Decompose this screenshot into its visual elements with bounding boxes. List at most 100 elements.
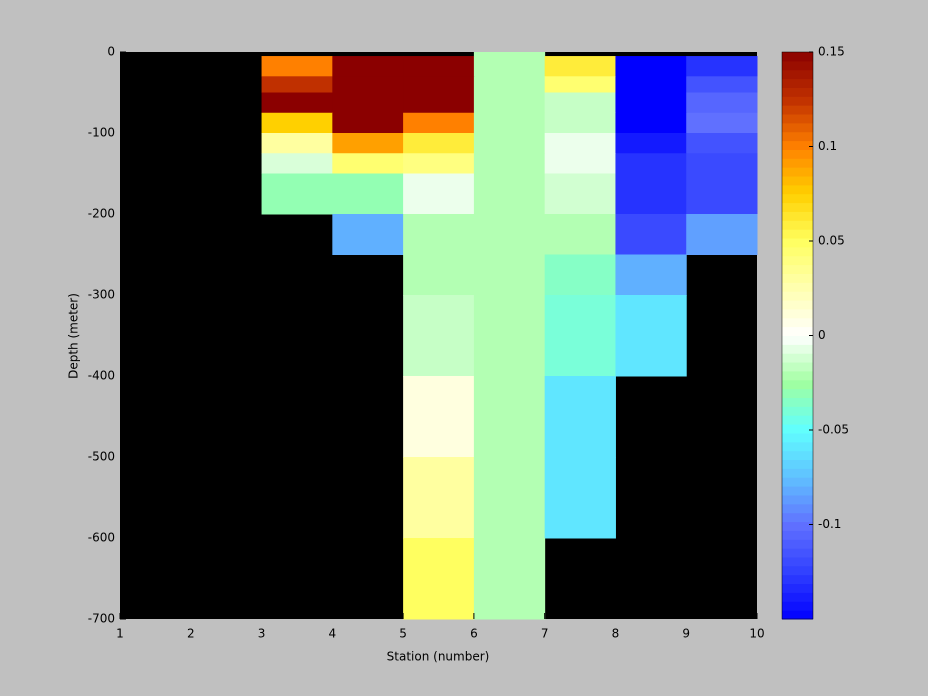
- colorbar-band: [782, 450, 813, 461]
- colorbar-tick-label: -0.05: [818, 423, 849, 437]
- heatmap-cell: [332, 112, 404, 134]
- colorbar-tick-label: 0: [818, 328, 826, 342]
- heatmap-cell: [686, 133, 758, 154]
- heatmap-cell: [544, 56, 616, 77]
- x-tick-label: 2: [187, 627, 195, 641]
- colorbar-band: [782, 326, 813, 336]
- x-tick-label: 3: [258, 627, 266, 641]
- heatmap-cell: [473, 295, 546, 377]
- heatmap-cell: [403, 538, 475, 620]
- colorbar-band: [782, 60, 813, 71]
- heatmap-cell: [686, 92, 758, 114]
- heatmap-cell: [403, 457, 475, 539]
- heatmap-cell: [403, 112, 475, 134]
- colorbar-band: [782, 184, 813, 195]
- colorbar-band: [782, 388, 813, 399]
- x-tick-label: 7: [541, 627, 549, 641]
- heatmap-cell: [686, 153, 758, 174]
- colorbar-band: [782, 415, 813, 425]
- heatmap-cell: [686, 214, 758, 255]
- colorbar-band: [782, 105, 813, 115]
- heatmap-cell: [403, 92, 475, 114]
- heatmap-cell: [544, 92, 616, 114]
- colorbar-band: [782, 122, 813, 133]
- heatmap-cell: [544, 153, 616, 174]
- colorbar-band: [782, 397, 813, 407]
- heatmap-cell: [686, 112, 758, 134]
- y-tick-label: -100: [88, 126, 115, 140]
- colorbar-band: [782, 486, 813, 496]
- x-tick-label: 9: [682, 627, 690, 641]
- colorbar-band: [782, 344, 813, 354]
- x-tick-label: 4: [329, 627, 337, 641]
- colorbar-band: [782, 353, 813, 363]
- heatmap-cell: [473, 112, 546, 134]
- y-tick-label: -400: [88, 369, 115, 383]
- colorbar-band: [782, 308, 813, 319]
- colorbar-band: [782, 238, 813, 248]
- colorbar-band: [782, 432, 813, 443]
- y-tick-label: -600: [88, 531, 115, 545]
- heatmap-cell: [403, 173, 475, 215]
- colorbar-band: [782, 167, 813, 177]
- heatmap-cell: [403, 254, 475, 296]
- colorbar-band: [782, 87, 813, 97]
- heatmap-cell: [473, 92, 546, 114]
- colorbar-band: [782, 255, 813, 266]
- heatmap-cell: [403, 153, 475, 174]
- heatmap-cell: [332, 76, 404, 93]
- colorbar-band: [782, 379, 813, 390]
- heatmap-cell: [403, 133, 475, 154]
- colorbar-band: [782, 406, 813, 416]
- colorbar-band: [782, 202, 813, 212]
- heatmap-cell: [473, 56, 546, 77]
- y-tick-label: -300: [88, 288, 115, 302]
- y-tick-label: -700: [88, 612, 115, 626]
- heatmap-cell: [403, 76, 475, 93]
- y-tick-label: 0: [107, 45, 115, 59]
- colorbar-band: [782, 441, 813, 452]
- colorbar-band: [782, 468, 813, 478]
- heatmap-cell: [615, 173, 687, 215]
- heatmap-cell: [403, 214, 475, 255]
- heatmap-cell: [615, 295, 687, 377]
- colorbar-band: [782, 220, 813, 230]
- heatmap-cell: [686, 76, 758, 93]
- colorbar-band: [782, 512, 813, 523]
- heatmap-cell: [544, 76, 616, 93]
- heatmap-cell: [261, 133, 333, 154]
- colorbar-band: [782, 193, 813, 204]
- colorbar-tick-label: 0.1: [818, 139, 837, 153]
- colorbar-band: [782, 317, 813, 328]
- heatmap-cell: [615, 133, 687, 154]
- heatmap-cell: [261, 76, 333, 93]
- colorbar-band: [782, 211, 813, 221]
- colorbar-band: [782, 610, 813, 620]
- heatmap-cell: [473, 457, 546, 539]
- x-tick-label: 10: [749, 627, 764, 641]
- heatmap-cell: [615, 112, 687, 134]
- heatmap-cell: [615, 56, 687, 77]
- x-tick-label: 6: [470, 627, 478, 641]
- heatmap-cell: [544, 376, 616, 458]
- heatmap-cell: [473, 52, 546, 57]
- colorbar-band: [782, 370, 813, 381]
- colorbar-band: [782, 282, 813, 292]
- heatmap-cell: [544, 214, 616, 255]
- x-tick-label: 8: [612, 627, 620, 641]
- colorbar-band: [782, 149, 813, 159]
- heatmap-cell: [615, 92, 687, 114]
- y-tick-label: -500: [88, 450, 115, 464]
- x-axis-label: Station (number): [387, 650, 490, 664]
- heatmap-cell: [615, 153, 687, 174]
- heatmap-cell: [686, 56, 758, 77]
- heatmap-cell: [615, 214, 687, 255]
- heatmap-cell: [261, 153, 333, 174]
- colorbar-tick-label: 0.05: [818, 234, 845, 248]
- colorbar-band: [782, 291, 813, 301]
- heatmap-cell: [332, 56, 404, 77]
- colorbar-band: [782, 494, 813, 505]
- colorbar-band: [782, 459, 813, 469]
- x-tick-label: 5: [399, 627, 407, 641]
